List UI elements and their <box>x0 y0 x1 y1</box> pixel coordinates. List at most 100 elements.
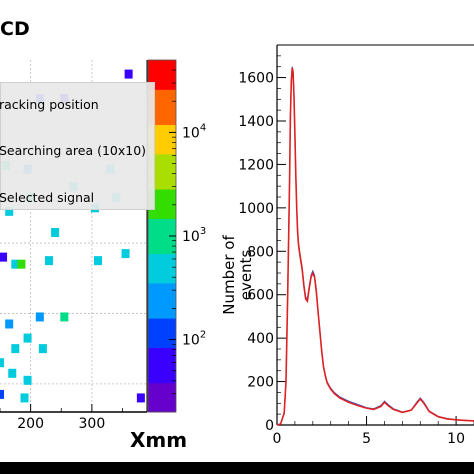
colorbar-segment <box>148 95 176 102</box>
colorbar-segment <box>148 206 176 214</box>
colorbar-segment <box>148 406 176 413</box>
colorbar-segment <box>148 165 176 172</box>
histogram-frame <box>276 44 474 426</box>
colorbar-segment <box>148 236 176 243</box>
colorbar-segment <box>148 335 176 343</box>
colorbar-segment <box>148 118 176 126</box>
histogram-x-tick-label: 5 <box>362 431 371 447</box>
colorbar-tick-label: 103 <box>182 226 206 245</box>
colorbar-segment <box>148 159 176 167</box>
histogram-y-tick-label: 1000 <box>238 201 274 217</box>
heatmap-x-tick-label: 300 <box>79 416 106 432</box>
heatmap-cell <box>38 344 47 354</box>
colorbar-segment <box>148 253 176 260</box>
colorbar-segment <box>148 77 176 84</box>
colorbar-tick-label: 102 <box>182 330 206 349</box>
histogram-y-tick-label: 400 <box>247 331 274 347</box>
colorbar-segment <box>148 347 176 354</box>
colorbar-segment <box>148 318 176 325</box>
legend-entry-selected-signal: Selected signal <box>0 190 95 205</box>
colorbar-segment <box>148 83 176 90</box>
colorbar-segment <box>148 136 176 143</box>
colorbar-segment <box>148 259 176 266</box>
colorbar-segment <box>148 65 176 73</box>
heatmap-cell <box>23 375 32 385</box>
colorbar-segment <box>148 306 176 313</box>
heatmap-cell <box>20 393 29 403</box>
colorbar-segment <box>148 230 176 237</box>
heatmap-cell <box>51 227 60 237</box>
heatmap-cell <box>0 252 8 262</box>
colorbar-segment <box>148 224 176 231</box>
colorbar-segment <box>148 171 176 178</box>
colorbar-segment <box>148 341 176 348</box>
colorbar-segment <box>148 218 176 225</box>
colorbar-segment <box>148 353 176 360</box>
colorbar-segment <box>148 394 176 401</box>
histogram-y-axis-title: Number of events <box>220 225 255 325</box>
legend: racking position Searching area (10x10) … <box>0 82 155 210</box>
colorbar-segment <box>148 400 176 407</box>
heatmap-cell <box>121 249 130 259</box>
histogram-fit-line <box>276 67 474 426</box>
heatmap-x-tick-label: 200 <box>17 416 44 432</box>
colorbar-segment <box>148 329 176 337</box>
colorbar-segment <box>148 183 176 190</box>
histogram-x-ticks: 0 5 10 <box>273 416 474 447</box>
colorbar-segment <box>148 271 176 278</box>
colorbar-segment <box>148 189 176 196</box>
histogram-y-tick-label: 1600 <box>238 71 274 87</box>
colorbar-segment <box>148 247 176 255</box>
colorbar-ticks: 104 103 102 <box>169 69 206 395</box>
colorbar-segment <box>148 212 176 219</box>
legend-entry-searching-area: Searching area (10x10) <box>0 143 147 158</box>
heatmap-cell <box>0 358 4 368</box>
colorbar-segment <box>148 89 176 96</box>
heatmap-cell <box>8 368 17 378</box>
colorbar-segment <box>148 142 176 149</box>
colorbar-segment <box>148 376 176 384</box>
colorbar-segment <box>148 148 176 155</box>
heatmap-cell <box>11 344 20 354</box>
heatmap-cell <box>11 259 20 269</box>
colorbar-segment <box>148 324 176 331</box>
colorbar-segment <box>148 241 176 249</box>
colorbar-segment <box>148 194 176 202</box>
heatmap-x-axis-title: Xmm <box>130 428 188 452</box>
heatmap-cell <box>124 69 133 79</box>
histogram-x-tick-label: 0 <box>273 431 282 447</box>
colorbar-segment <box>148 112 176 120</box>
bottom-black-bar <box>0 462 474 474</box>
colorbar-segment <box>148 294 176 302</box>
histogram-x-tick-label: 10 <box>447 431 465 447</box>
histogram-y-tick-label: 1200 <box>238 157 274 173</box>
colorbar-segment <box>148 60 176 67</box>
heatmap-cell <box>35 312 44 322</box>
colorbar-segment <box>148 288 176 296</box>
colorbar-segment <box>148 124 176 131</box>
colorbar <box>147 59 177 413</box>
histogram-y-tick-label: 800 <box>247 244 274 260</box>
heatmap-cell <box>94 256 102 266</box>
colorbar-segment <box>148 359 176 366</box>
heatmap-cell <box>60 312 69 322</box>
colorbar-segment <box>148 388 176 395</box>
colorbar-segment <box>148 370 176 378</box>
histogram-y-axis-title-line-2: events <box>237 249 255 301</box>
colorbar-segment <box>148 277 176 284</box>
heatmap-cell <box>17 259 26 269</box>
histogram-y-tick-label: 0 <box>265 418 274 434</box>
legend-entry-tracking-position: racking position <box>0 97 99 112</box>
heatmap-x-ticks: 200 300 <box>0 404 123 432</box>
colorbar-segment <box>148 153 176 161</box>
heatmap-cell <box>45 256 53 266</box>
colorbar-segment <box>148 282 176 290</box>
heatmap-cell <box>136 393 145 403</box>
histogram-y-tick-label: 200 <box>247 375 274 391</box>
colorbar-segment <box>148 71 176 79</box>
heatmap-cell <box>23 333 32 343</box>
colorbar-segment <box>148 106 176 114</box>
colorbar-segment <box>148 177 176 184</box>
colorbar-segment <box>148 382 176 390</box>
